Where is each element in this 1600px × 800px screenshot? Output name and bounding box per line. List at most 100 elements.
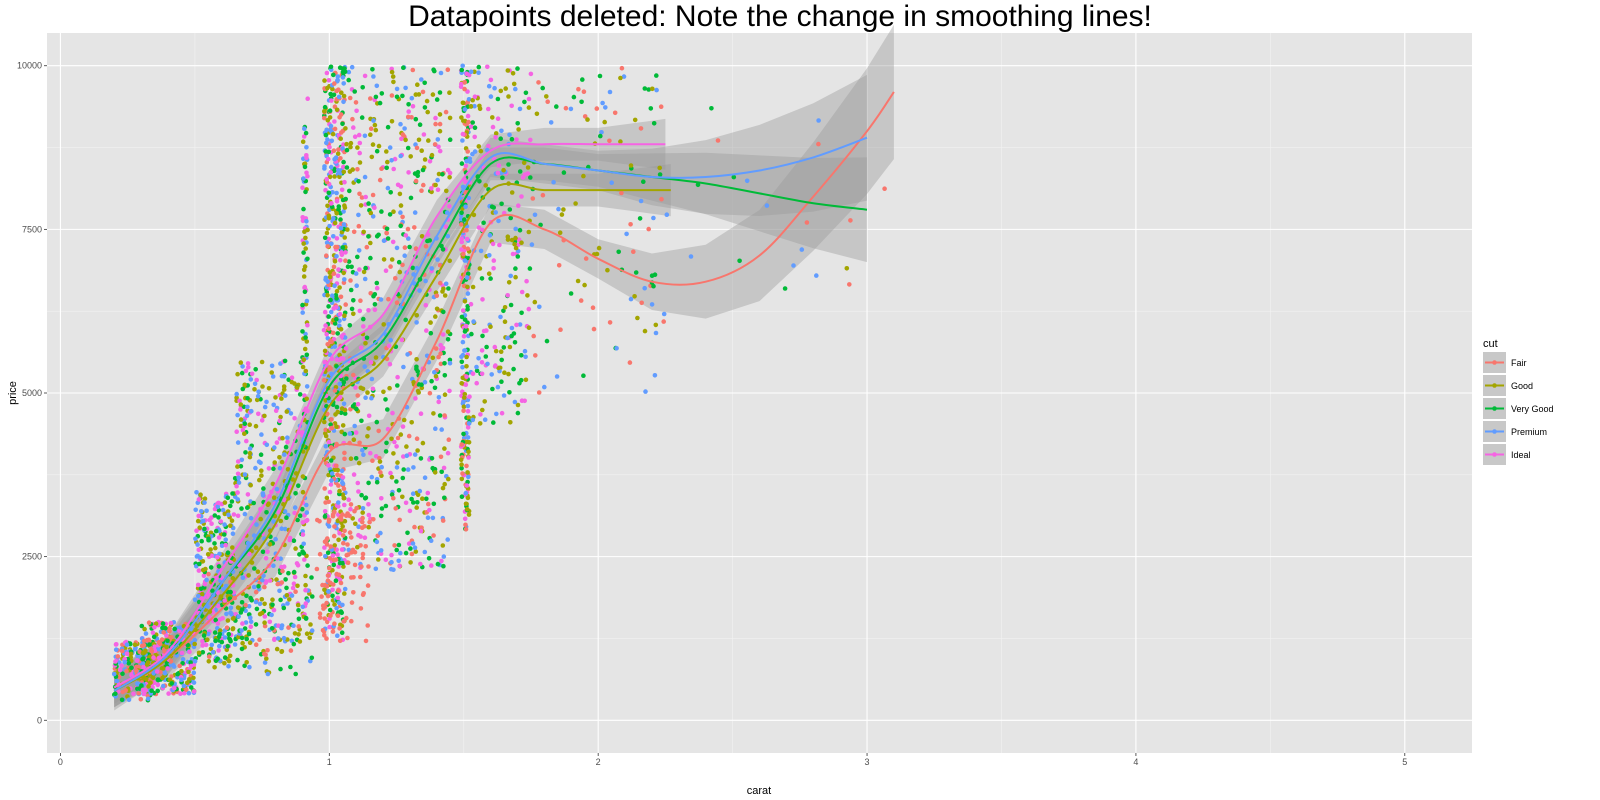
data-point-fair <box>461 251 466 257</box>
data-point-ideal <box>328 482 334 487</box>
data-point-very-good <box>384 440 389 446</box>
data-point-ideal <box>435 187 441 192</box>
data-point-very-good <box>300 506 305 512</box>
data-point-ideal <box>235 513 241 519</box>
data-point-ideal <box>491 266 496 271</box>
data-point-fair <box>591 326 597 332</box>
data-point-good <box>342 407 348 413</box>
data-point-good <box>335 518 341 524</box>
data-point-ideal <box>423 302 429 308</box>
data-point-fair <box>123 688 128 693</box>
data-point-good <box>511 81 517 87</box>
data-point-fair <box>357 440 362 446</box>
data-point-premium <box>259 432 264 437</box>
data-point-premium <box>374 539 380 545</box>
data-point-good <box>307 635 313 641</box>
smooth-line-ideal <box>113 142 666 689</box>
data-point-ideal <box>255 411 261 417</box>
data-point-very-good <box>695 182 701 188</box>
data-point-ideal <box>429 563 434 568</box>
data-point-premium <box>186 690 192 696</box>
data-point-ideal <box>152 625 157 630</box>
data-point-premium <box>614 346 619 351</box>
data-point-premium <box>341 222 347 227</box>
data-point-good <box>432 470 438 475</box>
data-point-premium <box>329 241 334 247</box>
data-point-premium <box>242 472 248 477</box>
data-point-ideal <box>235 471 241 477</box>
data-point-premium <box>507 132 512 138</box>
data-point-ideal <box>478 412 483 417</box>
data-point-very-good <box>147 642 152 647</box>
data-point-premium <box>537 304 542 310</box>
data-point-very-good <box>528 175 533 180</box>
data-point-fair <box>146 620 152 625</box>
data-point-very-good <box>416 382 422 387</box>
data-point-fair <box>343 258 348 264</box>
legend-item-good: Good <box>1483 375 1533 396</box>
data-point-good <box>459 462 464 467</box>
data-point-very-good <box>217 631 223 637</box>
data-point-fair <box>536 80 541 85</box>
data-point-fair <box>393 276 398 281</box>
data-point-ideal <box>245 361 251 366</box>
data-point-very-good <box>474 368 480 374</box>
data-point-premium <box>462 348 468 353</box>
data-point-good <box>303 582 308 588</box>
data-point-very-good <box>459 359 465 365</box>
data-point-fair <box>324 584 330 589</box>
data-point-very-good <box>641 179 646 184</box>
data-point-good <box>145 660 151 665</box>
data-point-ideal <box>322 545 327 550</box>
data-point-fair <box>317 615 323 620</box>
data-point-ideal <box>339 187 345 193</box>
data-point-ideal <box>490 124 496 130</box>
data-point-very-good <box>370 67 375 72</box>
data-point-premium <box>460 138 465 143</box>
data-point-very-good <box>561 170 567 175</box>
data-point-ideal <box>351 472 357 477</box>
legend-key-point <box>1492 360 1497 365</box>
data-point-good <box>459 381 465 386</box>
data-point-ideal <box>122 656 128 662</box>
data-point-good <box>377 459 383 464</box>
data-point-premium <box>523 354 528 360</box>
data-point-good <box>516 127 521 132</box>
data-point-very-good <box>511 366 516 372</box>
data-point-good <box>483 183 489 188</box>
data-point-very-good <box>447 357 453 363</box>
data-point-premium <box>126 697 132 703</box>
data-point-premium <box>342 586 348 592</box>
x-tick-label: 3 <box>865 757 870 767</box>
data-point-ideal <box>215 621 221 626</box>
data-point-good <box>338 326 344 332</box>
data-point-premium <box>340 481 346 487</box>
data-point-very-good <box>326 304 331 309</box>
data-point-ideal <box>235 459 241 464</box>
data-point-good <box>365 434 370 439</box>
data-point-premium <box>171 664 177 669</box>
data-point-premium <box>652 373 658 378</box>
data-point-good <box>247 454 253 460</box>
data-point-very-good <box>709 106 714 111</box>
data-point-ideal <box>353 385 358 390</box>
data-point-good <box>186 669 191 675</box>
data-point-ideal <box>303 587 308 593</box>
data-point-premium <box>264 442 270 448</box>
data-point-very-good <box>459 314 465 320</box>
data-point-premium <box>341 209 346 214</box>
data-point-good <box>222 500 228 505</box>
data-point-fair <box>206 654 212 659</box>
data-point-fair <box>804 220 810 225</box>
data-point-very-good <box>440 247 446 252</box>
data-point-fair <box>344 615 349 621</box>
data-point-very-good <box>581 373 586 379</box>
data-point-very-good <box>437 413 443 418</box>
data-point-very-good <box>281 605 287 611</box>
data-point-good <box>605 267 610 273</box>
data-point-good <box>300 139 306 144</box>
data-point-good <box>430 355 436 361</box>
data-point-ideal <box>166 691 171 696</box>
data-point-very-good <box>378 513 384 519</box>
data-point-good <box>348 140 354 146</box>
